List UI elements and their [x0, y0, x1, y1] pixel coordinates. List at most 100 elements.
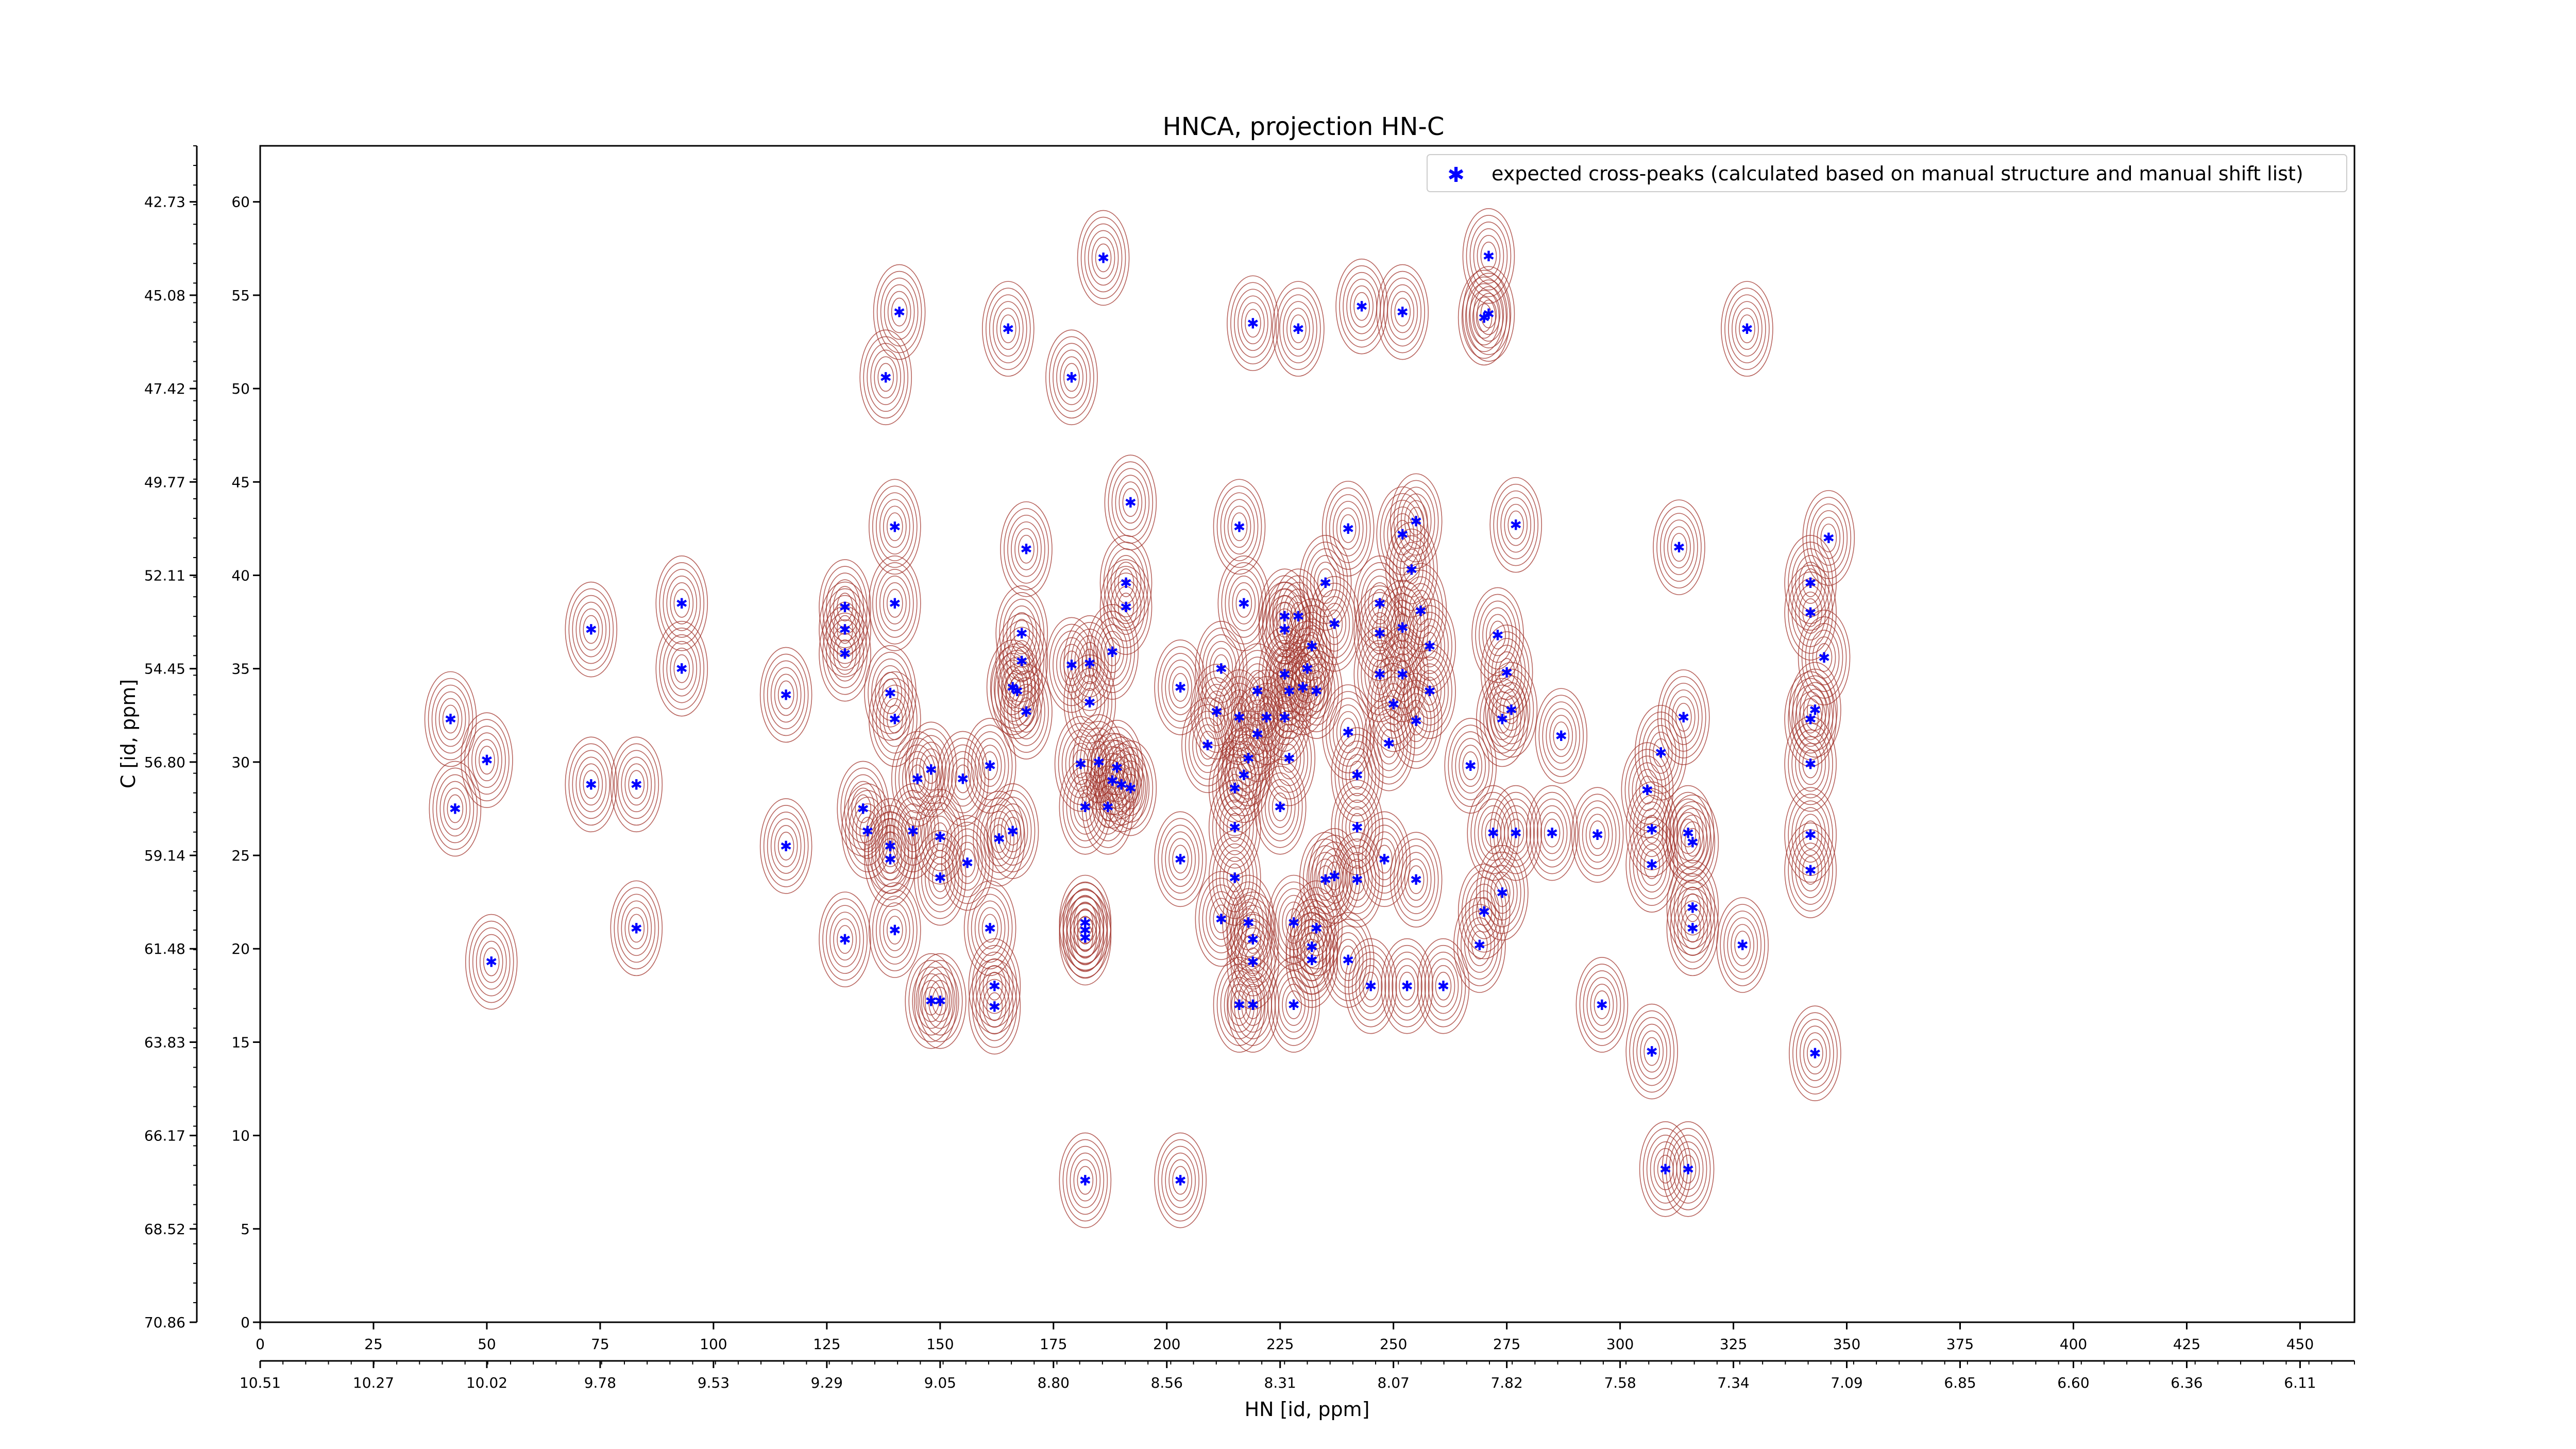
contour-ring	[1062, 1139, 1108, 1222]
cross-peak-marker: ✱	[1093, 754, 1105, 771]
x2-tick-label: 7.58	[1604, 1374, 1636, 1391]
contour-ring	[1325, 487, 1371, 570]
contour-ring	[1669, 1135, 1707, 1204]
contour-ring	[840, 767, 886, 850]
cross-peak-marker: ✱	[1365, 978, 1377, 995]
contour-ring	[972, 965, 1018, 1048]
contour-ring	[1342, 747, 1373, 803]
contour-ring	[1385, 521, 1438, 618]
contour-ring	[887, 704, 903, 734]
contour-ring	[1285, 990, 1302, 1019]
contour-ring	[1784, 565, 1837, 661]
contour-ring	[1807, 1039, 1823, 1068]
contour-ring	[1812, 636, 1836, 679]
contour-ring	[1549, 715, 1573, 757]
cross-peak-marker: ✱	[1401, 978, 1413, 995]
cross-peak-marker: ✱	[1342, 520, 1354, 537]
contour-ring	[1344, 938, 1397, 1034]
contour-ring	[617, 894, 656, 963]
contour-ring	[1219, 799, 1250, 855]
cross-peak-marker: ✱	[1378, 851, 1390, 868]
contour-ring	[1334, 786, 1380, 869]
contour-ring	[1286, 595, 1310, 637]
contour-ring	[1361, 569, 1399, 638]
contour-ring	[1073, 916, 1097, 959]
contour-ring	[967, 724, 1013, 807]
cross-peak-marker: ✱	[1655, 745, 1667, 762]
contour-ring	[1213, 904, 1230, 934]
contour-ring	[1067, 661, 1112, 744]
y-tick-label: 60	[231, 194, 250, 211]
contour-ring	[1245, 309, 1261, 338]
contour-ring	[981, 751, 998, 780]
contour-ring	[1114, 562, 1138, 604]
contour-ring	[1362, 971, 1379, 1001]
cross-peak-marker: ✱	[1374, 595, 1386, 612]
contour-ring	[1642, 1128, 1688, 1210]
contour-ring	[872, 562, 918, 645]
contour-ring	[826, 595, 864, 664]
contour-ring	[1666, 860, 1719, 956]
contour-ring	[1723, 911, 1761, 980]
contour-ring	[1066, 903, 1105, 972]
contour-ring	[1457, 904, 1502, 986]
x-tick-label: 75	[591, 1336, 609, 1353]
contour-ring	[1493, 483, 1539, 566]
contour-ring	[1060, 356, 1083, 399]
contour-ring	[1098, 733, 1136, 802]
x2-tick-label: 8.56	[1151, 1374, 1183, 1391]
contour-ring	[1482, 607, 1513, 663]
contour-ring	[1485, 662, 1538, 758]
contour-ring	[1334, 838, 1380, 921]
contour-ring	[999, 620, 1044, 702]
contour-ring	[1340, 946, 1357, 974]
cross-peak-marker: ✱	[1415, 602, 1427, 619]
cross-peak-marker: ✱	[1596, 997, 1608, 1014]
contour-ring	[1073, 1159, 1097, 1202]
contour-ring	[1629, 1010, 1675, 1093]
cross-peak-marker: ✱	[1496, 885, 1508, 902]
contour-ring	[1253, 759, 1307, 855]
contour-ring	[841, 783, 894, 879]
contour-ring	[891, 731, 944, 827]
contour-ring	[1546, 708, 1577, 764]
contour-ring	[1118, 481, 1143, 524]
contour-ring	[1225, 569, 1263, 638]
contour-ring	[879, 902, 910, 958]
y-tick-label: 35	[231, 661, 250, 678]
cross-peak-marker: ✱	[1015, 653, 1027, 670]
contour-ring	[583, 770, 600, 799]
contour-ring	[763, 653, 809, 736]
contour-ring	[1367, 656, 1420, 752]
contour-ring	[1231, 512, 1248, 542]
contour-ring	[1013, 619, 1030, 648]
cross-peak-marker: ✱	[1287, 997, 1299, 1014]
contour-ring	[1473, 286, 1504, 342]
contour-ring	[1308, 914, 1325, 943]
y-tick-label: 40	[231, 567, 250, 584]
contour-ring	[833, 608, 857, 651]
contour-ring	[1680, 818, 1697, 848]
contour-ring	[837, 925, 853, 954]
contour-ring	[436, 774, 474, 844]
contour-ring	[982, 965, 1007, 1007]
legend: ✱ expected cross-peaks (calculated based…	[1427, 154, 2347, 192]
contour-ring	[997, 803, 1028, 859]
contour-ring	[624, 907, 649, 950]
contour-ring	[963, 718, 1016, 814]
contour-ring	[1408, 865, 1425, 894]
contour-ring	[1331, 727, 1384, 823]
cross-peak-marker: ✱	[1465, 757, 1477, 774]
contour-ring	[1664, 683, 1703, 752]
contour-ring	[1643, 1037, 1660, 1066]
cross-peak-marker: ✱	[1125, 780, 1137, 797]
contour-ring	[614, 887, 659, 970]
plot-area	[259, 145, 2355, 1323]
x2-tick-label: 6.11	[2284, 1374, 2316, 1391]
contour-ring	[868, 651, 913, 734]
contour-ring	[763, 805, 809, 887]
contour-ring	[468, 726, 506, 795]
contour-ring	[921, 843, 959, 913]
contour-ring	[1321, 481, 1375, 577]
cross-peak-marker: ✱	[1483, 306, 1495, 323]
